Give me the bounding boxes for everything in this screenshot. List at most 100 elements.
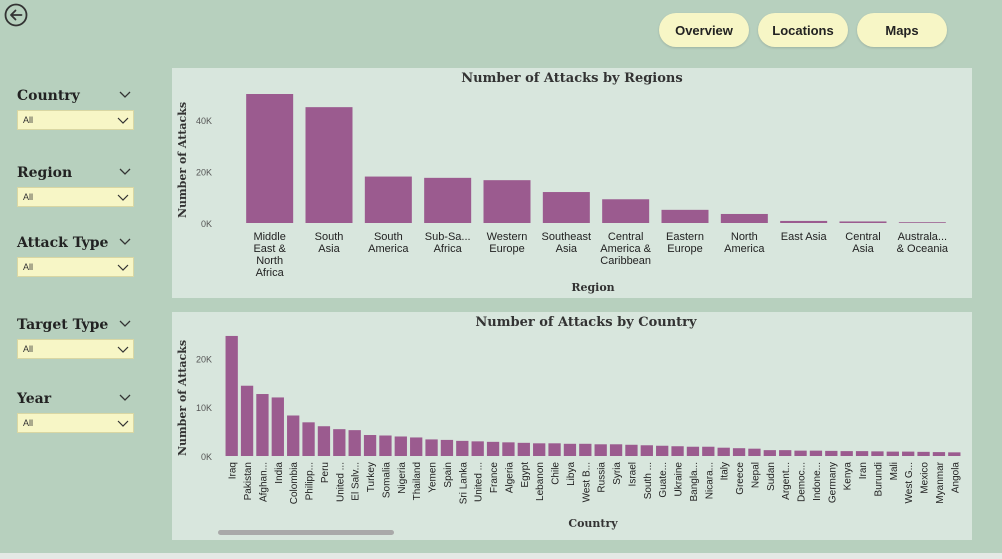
country-dropdown[interactable]: All: [17, 110, 134, 130]
bar: [271, 397, 284, 456]
bar: [640, 445, 653, 456]
x-axis-label: Country: [568, 517, 618, 530]
x-tick-label: Europe: [667, 243, 702, 255]
x-tick-label: Iraq: [228, 462, 239, 479]
x-tick-label: Lebanon: [535, 462, 546, 501]
x-tick-label: Angola: [950, 462, 961, 494]
bar: [256, 394, 269, 456]
x-tick-label: & Oceania: [897, 243, 949, 255]
x-tick-label: Ukraine: [674, 462, 685, 497]
x-tick-label: Sri Lanka: [458, 462, 469, 505]
locations-button[interactable]: Locations: [758, 13, 848, 47]
chevron-down-icon[interactable]: [118, 166, 132, 176]
bar: [410, 437, 423, 456]
x-axis-label: Region: [571, 281, 614, 294]
bar: [779, 450, 792, 456]
bar: [686, 446, 700, 456]
bar: [364, 176, 412, 223]
bar: [871, 451, 884, 456]
y-tick-label: 10K: [196, 403, 212, 413]
year-dropdown[interactable]: All: [17, 413, 134, 433]
x-tick-label: Russia: [597, 462, 608, 493]
bar: [839, 221, 887, 223]
bar: [902, 451, 915, 456]
country-slicer: Country All: [17, 88, 134, 130]
x-tick-label: Bangla...: [689, 462, 700, 501]
x-tick-label: Germany: [827, 462, 838, 503]
x-tick-label: South: [374, 231, 403, 243]
bar: [240, 385, 254, 456]
y-axis-label: Number of Attacks: [176, 102, 189, 218]
bar: [379, 435, 392, 456]
x-tick-label: Asia: [852, 243, 874, 255]
regions-chart-panel: Number of Attacks by Regions Number of At…: [172, 68, 972, 298]
chevron-down-icon[interactable]: [118, 236, 132, 246]
year-dropdown-value: All: [23, 418, 34, 428]
x-tick-label: Europe: [489, 243, 524, 255]
country-slicer-label: Country: [17, 88, 80, 104]
bottom-strip: [0, 553, 1002, 559]
bar: [932, 452, 946, 456]
chevron-down-icon[interactable]: [118, 392, 132, 402]
x-tick-label: Middle: [253, 231, 285, 243]
chart-title: Number of Attacks by Regions: [461, 71, 682, 86]
x-tick-label: Syria: [612, 462, 623, 485]
target-type-slicer: Target Type All: [17, 317, 134, 359]
bar: [780, 220, 828, 223]
x-tick-label: Asia: [318, 243, 340, 255]
x-tick-label: America: [368, 243, 409, 255]
attack-type-dropdown[interactable]: All: [17, 257, 134, 277]
target-type-slicer-label: Target Type: [17, 317, 109, 333]
back-arrow-icon[interactable]: [4, 3, 28, 27]
bar: [548, 443, 561, 456]
bar: [394, 436, 407, 456]
bar: [748, 448, 761, 456]
x-tick-label: Chile: [551, 462, 562, 485]
horizontal-scrollbar[interactable]: [218, 530, 394, 535]
bar: [440, 439, 454, 456]
chart-title: Number of Attacks by Country: [475, 315, 697, 330]
chevron-down-icon[interactable]: [118, 318, 132, 328]
bar: [720, 213, 768, 223]
target-type-dropdown[interactable]: All: [17, 339, 134, 359]
x-tick-label: Eastern: [666, 231, 704, 243]
x-tick-label: Pakistan: [243, 462, 254, 500]
x-tick-label: Asia: [556, 243, 578, 255]
year-slicer: Year All: [17, 391, 134, 433]
maps-button[interactable]: Maps: [857, 13, 947, 47]
x-tick-label: Sudan: [766, 462, 777, 491]
x-tick-label: Central: [608, 231, 643, 243]
country-bar-chart[interactable]: Number of Attacks by Country Number of At…: [172, 312, 972, 540]
bar: [246, 94, 294, 223]
region-dropdown[interactable]: All: [17, 187, 134, 207]
regions-bar-chart[interactable]: Number of Attacks by Regions Number of At…: [172, 68, 972, 298]
x-tick-label: Southeast: [542, 231, 592, 243]
x-tick-label: Iran: [858, 462, 869, 479]
bar: [794, 450, 807, 456]
x-tick-label: Greece: [735, 462, 746, 495]
x-tick-label: United ...: [335, 462, 346, 502]
y-tick-label: 20K: [196, 167, 212, 177]
bar: [424, 177, 472, 223]
x-tick-label: Mexico: [920, 462, 931, 494]
attack-type-slicer: Attack Type All: [17, 235, 134, 277]
y-tick-label: 20K: [196, 354, 212, 364]
x-tick-label: Caribbean: [600, 255, 651, 267]
x-tick-label: Nepal: [750, 462, 761, 488]
x-tick-label: El Salv...: [351, 462, 362, 501]
x-tick-label: Sub-Sa...: [425, 231, 471, 243]
region-dropdown-value: All: [23, 192, 34, 202]
overview-button[interactable]: Overview: [659, 13, 749, 47]
x-tick-label: South: [315, 231, 344, 243]
x-tick-label: Yemen: [428, 462, 439, 493]
year-slicer-label: Year: [17, 391, 52, 407]
bar: [563, 443, 577, 456]
bar: [917, 451, 930, 456]
x-tick-label: Italy: [720, 462, 731, 480]
chevron-down-icon[interactable]: [118, 89, 132, 99]
x-tick-label: Israel: [627, 462, 638, 486]
bar: [609, 444, 623, 456]
x-tick-label: South ...: [643, 462, 654, 499]
y-tick-label: 0K: [201, 219, 212, 229]
x-tick-label: Australa...: [898, 231, 948, 243]
